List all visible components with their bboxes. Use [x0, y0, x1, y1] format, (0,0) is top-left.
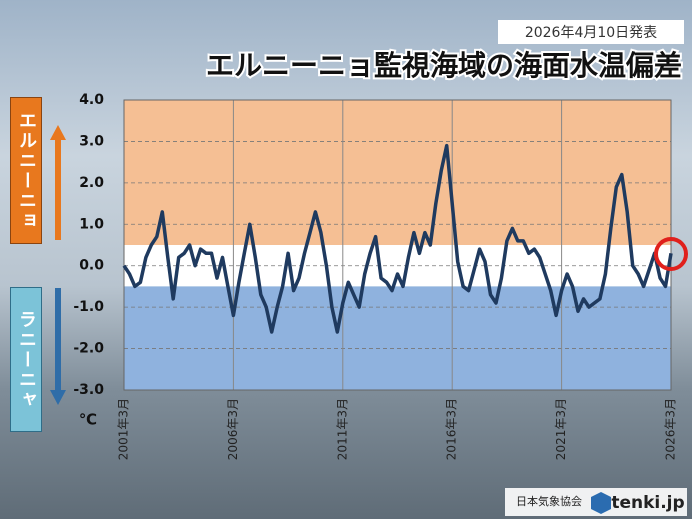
la-nina-label: ラニーニャ	[10, 287, 42, 432]
el-nino-label: エルニーニョ	[10, 97, 42, 244]
y-tick-label: 3.0	[79, 133, 104, 149]
highlight-circle	[654, 237, 688, 271]
x-tick-label: 2021年3月	[554, 398, 568, 460]
date-box	[498, 20, 684, 44]
band	[124, 100, 671, 245]
y-tick-label: 1.0	[79, 216, 104, 232]
chart-title: エルニーニョ監視海域の海面水温偏差	[206, 49, 682, 82]
y-tick-label: -1.0	[73, 299, 104, 315]
logo: tenki.jp	[611, 493, 684, 513]
x-tick-label: 2026年3月	[664, 398, 678, 460]
logo-icon	[591, 492, 611, 514]
y-tick-label: -2.0	[73, 341, 104, 357]
band	[124, 286, 671, 390]
y-unit: ℃	[79, 411, 97, 429]
y-tick-label: 4.0	[79, 92, 104, 108]
y-tick-label: 2.0	[79, 175, 104, 191]
down-arrow	[50, 288, 66, 405]
x-tick-label: 2011年3月	[335, 398, 349, 460]
data-line	[122, 143, 673, 334]
y-tick-label: 0.0	[79, 258, 104, 274]
plot: 4.0 3.0 2.0 1.0 0.0 -1.0 -2.0 -3.0 2001年3月 2006年3…	[73, 92, 677, 460]
x-tick-label: 2006年3月	[226, 398, 240, 460]
up-arrow	[50, 125, 66, 240]
x-tick-label: 2001年3月	[117, 398, 131, 460]
subtitle: 2026年4月10日発表	[525, 25, 657, 41]
plot-border	[123, 99, 672, 391]
x-tick-label: 2016年3月	[445, 398, 459, 460]
credit: 日本気象協会	[516, 494, 582, 508]
y-tick-label: -3.0	[73, 382, 104, 398]
